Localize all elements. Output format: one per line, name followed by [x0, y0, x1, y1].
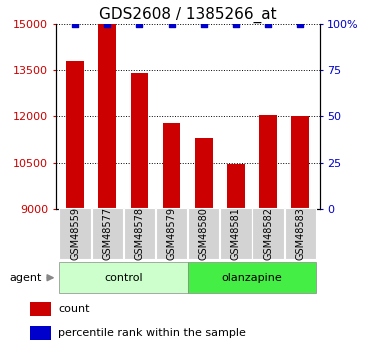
Bar — [227, 164, 245, 209]
Text: GSM48581: GSM48581 — [231, 207, 241, 260]
Text: control: control — [104, 273, 143, 283]
Text: count: count — [58, 304, 89, 314]
Text: GSM48582: GSM48582 — [263, 207, 273, 260]
Point — [297, 21, 303, 27]
Bar — [30, 326, 50, 340]
Text: GSM48559: GSM48559 — [70, 207, 80, 260]
Bar — [99, 24, 116, 209]
Text: GSM48580: GSM48580 — [199, 207, 209, 260]
Bar — [131, 73, 148, 209]
Bar — [285, 208, 316, 259]
Bar — [259, 115, 277, 209]
Bar — [30, 302, 50, 316]
Bar — [195, 138, 213, 209]
Text: GSM48579: GSM48579 — [167, 207, 177, 260]
Text: GSM48578: GSM48578 — [134, 207, 144, 260]
Bar — [156, 208, 187, 259]
Text: olanzapine: olanzapine — [222, 273, 282, 283]
Bar — [59, 262, 188, 293]
Point — [136, 21, 142, 27]
Point — [72, 21, 78, 27]
Bar — [59, 208, 91, 259]
Text: GSM48577: GSM48577 — [102, 207, 112, 260]
Bar — [220, 208, 252, 259]
Bar — [188, 262, 316, 293]
Bar — [291, 117, 309, 209]
Title: GDS2608 / 1385266_at: GDS2608 / 1385266_at — [99, 7, 276, 23]
Text: percentile rank within the sample: percentile rank within the sample — [58, 328, 246, 338]
Bar — [188, 208, 219, 259]
Point — [104, 21, 110, 27]
Bar — [92, 208, 123, 259]
Bar — [124, 208, 155, 259]
Bar — [253, 208, 284, 259]
Point — [169, 21, 175, 27]
Bar — [66, 61, 84, 209]
Text: agent: agent — [10, 273, 42, 283]
Point — [233, 21, 239, 27]
Text: GSM48583: GSM48583 — [295, 207, 305, 260]
Bar — [163, 122, 181, 209]
Point — [201, 21, 207, 27]
Point — [265, 21, 271, 27]
